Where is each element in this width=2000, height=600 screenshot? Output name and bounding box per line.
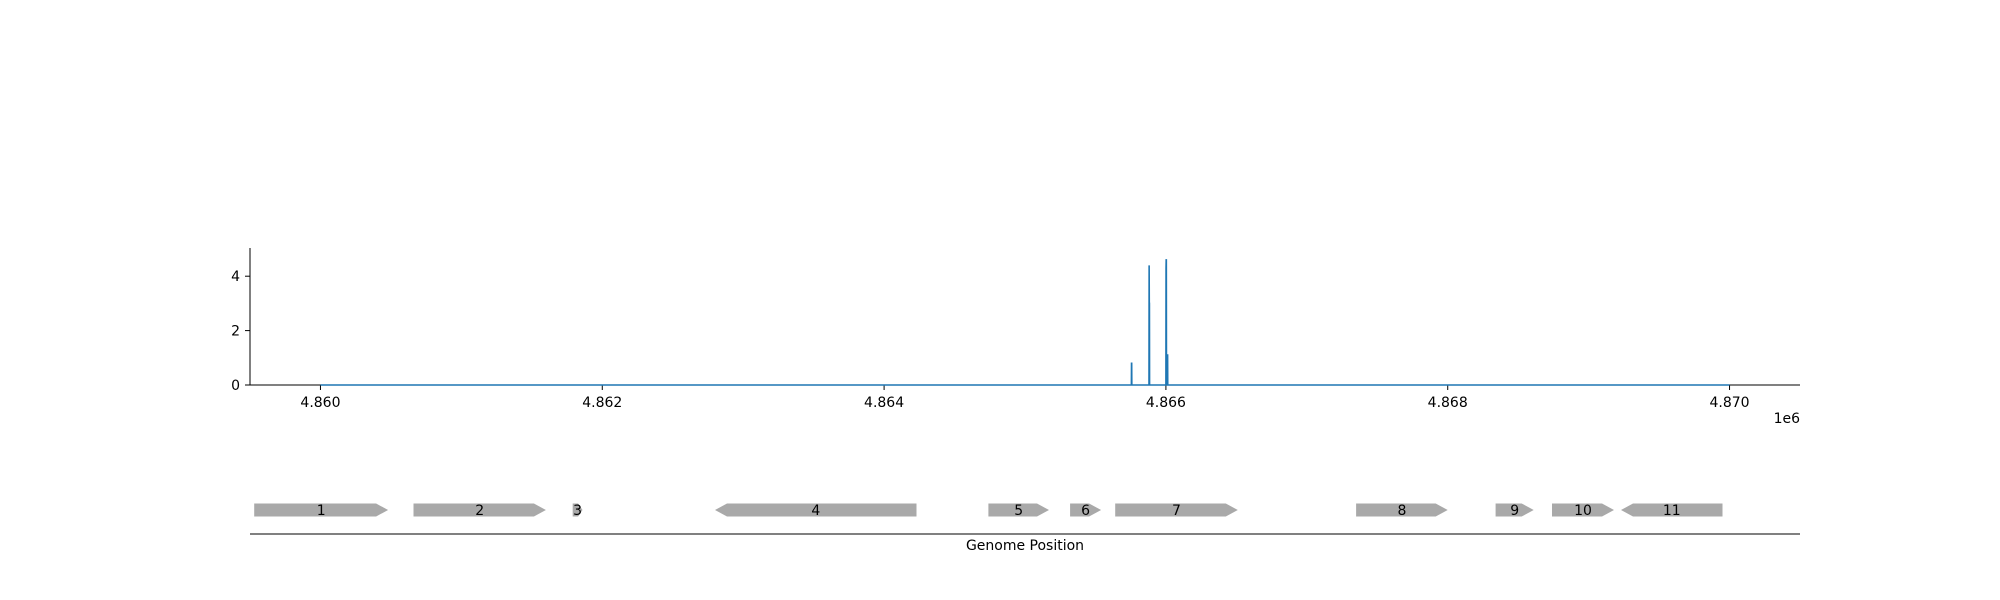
gene-arrow — [988, 503, 1049, 517]
gene-arrow — [1115, 503, 1238, 517]
y-tick-label: 2 — [231, 324, 240, 340]
gene-arrow — [1070, 503, 1102, 517]
gene-arrow — [254, 503, 389, 517]
x-ticks: 4.860 4.862 4.864 4.866 4.868 4.870 — [300, 385, 1750, 411]
gene-arrow — [1495, 503, 1534, 517]
gene-label: 4 — [811, 503, 820, 519]
x-offset-label: 1e6 — [1774, 411, 1801, 427]
gene-label: 11 — [1663, 503, 1681, 519]
x-tick-label: 4.870 — [1709, 395, 1749, 411]
x-tick-label: 4.864 — [864, 395, 904, 411]
y-ticks: 0 2 4 — [231, 269, 250, 394]
gene-label: 10 — [1574, 503, 1592, 519]
gene-arrow — [572, 503, 583, 517]
gene-label: 8 — [1397, 503, 1406, 519]
gene-arrow — [715, 503, 917, 517]
gene-label: 6 — [1081, 503, 1090, 519]
x-tick-label: 4.868 — [1428, 395, 1468, 411]
gene-arrow — [1356, 503, 1448, 517]
gene-arrow — [413, 503, 546, 517]
x-tick-label: 4.866 — [1146, 395, 1186, 411]
y-tick-label: 0 — [231, 378, 240, 394]
gene-label: 5 — [1014, 503, 1023, 519]
gene-label: 2 — [475, 503, 484, 519]
coverage-line — [320, 259, 1730, 386]
gene-arrow — [1621, 503, 1723, 517]
gene-track: 1 2 3 4 5 6 7 8 9 10 11 Genome Position — [250, 503, 1800, 554]
coverage-plot: 0 2 4 4.860 4.862 4.864 4.866 4.868 4.870 1e6 — [231, 248, 1800, 427]
x-axis-label: Genome Position — [966, 538, 1084, 554]
gene-label: 1 — [317, 503, 326, 519]
gene-arrow — [1552, 503, 1614, 517]
y-tick-label: 4 — [231, 269, 240, 285]
gene-label: 3 — [573, 503, 582, 519]
gene-label: 9 — [1510, 503, 1519, 519]
gene-label: 7 — [1172, 503, 1181, 519]
x-tick-label: 4.860 — [300, 395, 340, 411]
x-tick-label: 4.862 — [582, 395, 622, 411]
gene-arrows: 1 2 3 4 5 6 7 8 9 10 11 — [254, 503, 1723, 519]
